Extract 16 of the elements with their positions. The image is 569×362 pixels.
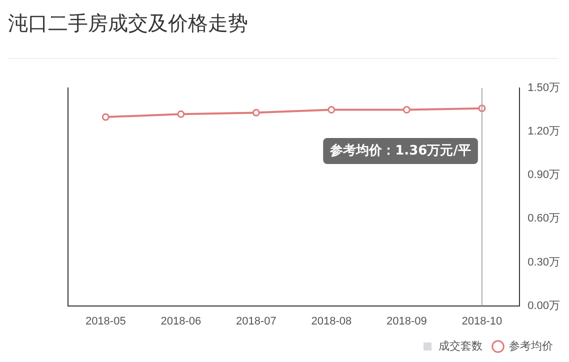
y2-tick-label: 0.90万	[528, 169, 560, 182]
chart-title: 沌口二手房成交及价格走势	[8, 10, 248, 37]
x-tick-label: 2018-07	[236, 315, 276, 328]
x-tick-label: 2018-09	[386, 315, 427, 328]
x-tick-label: 2018-10	[462, 315, 502, 328]
annotation: 参考均价：1.36万元/平	[329, 142, 471, 158]
legend-label: 成交套数	[438, 339, 482, 352]
x-tick-label: 2018-05	[85, 315, 126, 328]
x-tick-label: 2018-06	[160, 315, 202, 328]
y2-tick-label: 0.60万	[528, 212, 560, 225]
y2-tick-label: 0.00万	[528, 300, 560, 312]
x-tick-label: 2018-08	[311, 315, 352, 328]
y2-tick-label: 1.20万	[528, 126, 560, 138]
y2-tick-label: 1.50万	[528, 82, 560, 94]
legend-label: 参考均价	[509, 339, 553, 352]
y2-tick-label: 0.30万	[528, 256, 560, 268]
